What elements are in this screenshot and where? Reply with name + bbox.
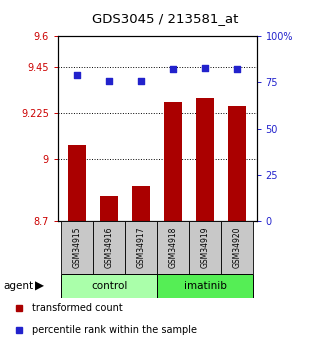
Bar bbox=[93, 221, 125, 274]
Text: percentile rank within the sample: percentile rank within the sample bbox=[32, 325, 197, 335]
Bar bbox=[165, 102, 182, 221]
Point bbox=[107, 78, 112, 83]
Text: GSM34920: GSM34920 bbox=[233, 227, 242, 268]
Bar bbox=[197, 98, 214, 221]
Bar bbox=[157, 274, 253, 298]
Point bbox=[139, 78, 144, 83]
Text: ▶: ▶ bbox=[35, 280, 44, 293]
Bar bbox=[157, 221, 189, 274]
Point bbox=[203, 65, 208, 70]
Text: control: control bbox=[91, 282, 127, 291]
Point bbox=[74, 72, 80, 78]
Text: GSM34915: GSM34915 bbox=[72, 227, 82, 268]
Text: transformed count: transformed count bbox=[32, 304, 122, 314]
Bar bbox=[221, 221, 253, 274]
Bar bbox=[68, 145, 86, 221]
Bar bbox=[228, 106, 246, 221]
Text: GDS3045 / 213581_at: GDS3045 / 213581_at bbox=[92, 12, 239, 25]
Text: GSM34917: GSM34917 bbox=[137, 227, 146, 268]
Bar bbox=[61, 221, 93, 274]
Text: agent: agent bbox=[3, 282, 33, 291]
Bar bbox=[125, 221, 157, 274]
Bar bbox=[100, 196, 118, 221]
Bar bbox=[132, 186, 150, 221]
Text: GSM34919: GSM34919 bbox=[201, 227, 210, 268]
Point bbox=[235, 67, 240, 72]
Point bbox=[170, 67, 176, 72]
Text: imatinib: imatinib bbox=[184, 282, 227, 291]
Bar bbox=[189, 221, 221, 274]
Text: GSM34916: GSM34916 bbox=[105, 227, 114, 268]
Bar bbox=[61, 274, 157, 298]
Text: GSM34918: GSM34918 bbox=[169, 227, 178, 268]
